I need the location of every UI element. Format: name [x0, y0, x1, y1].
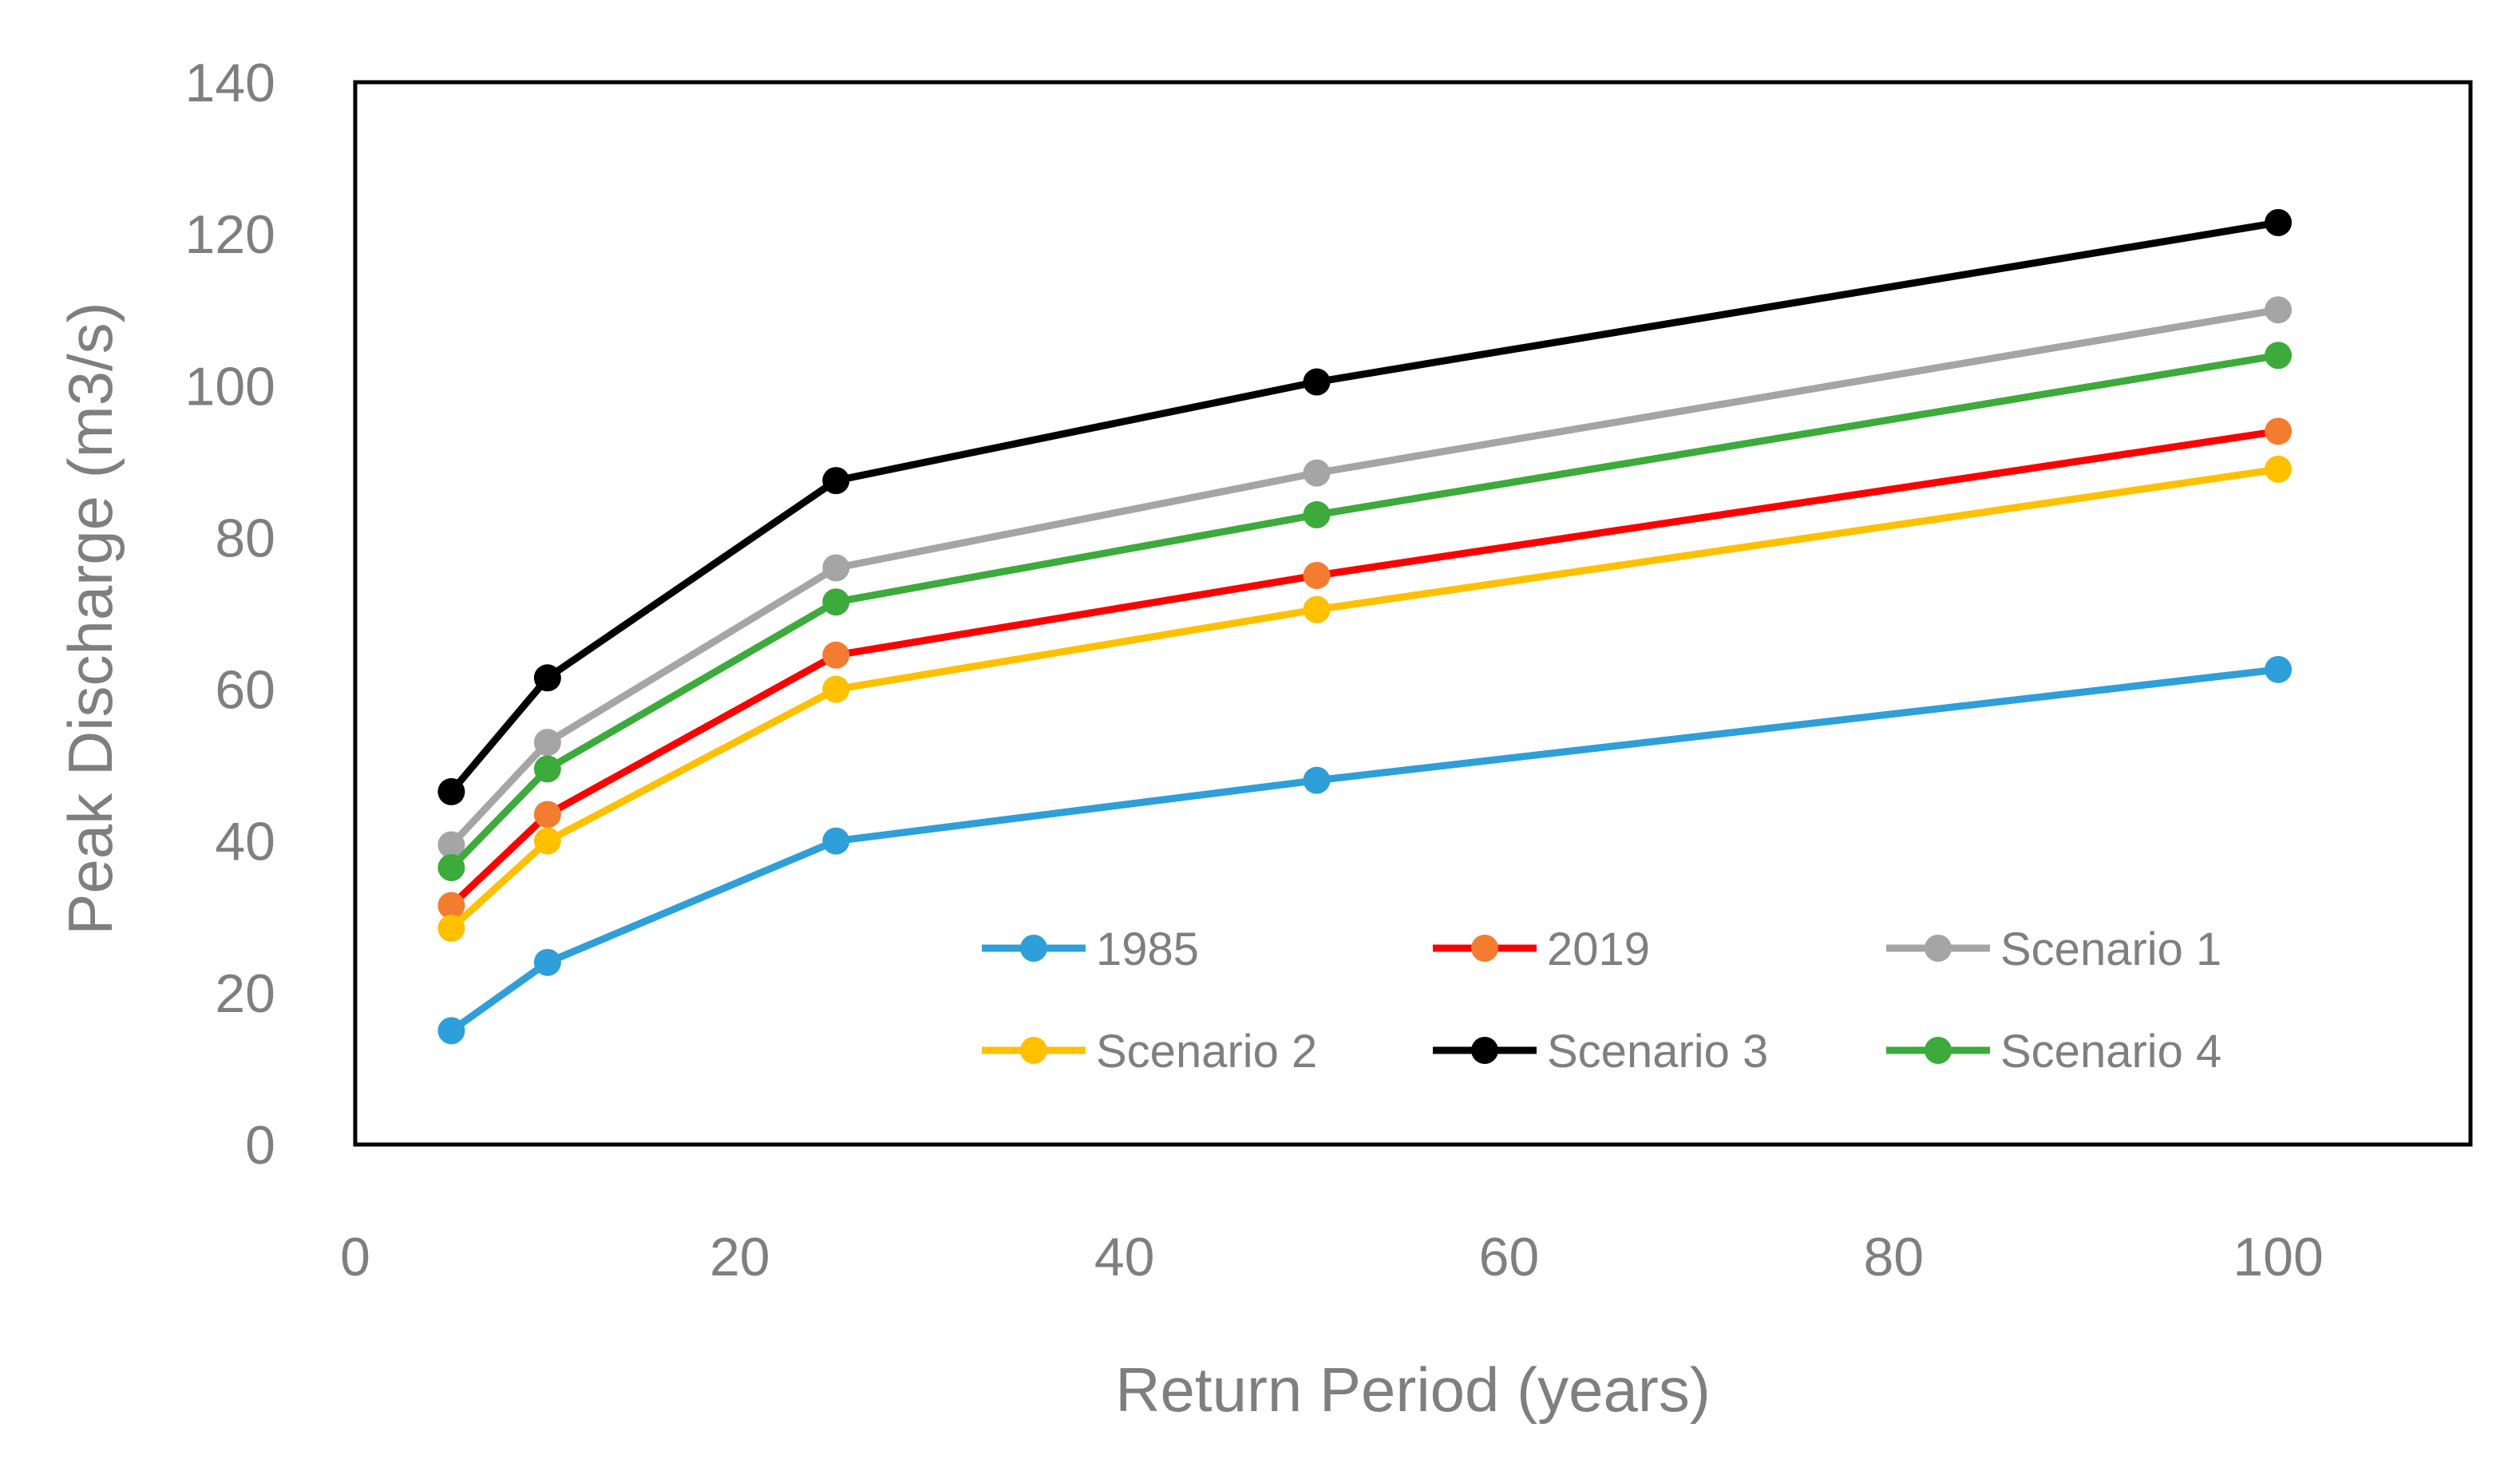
x-tick-label: 80 [1863, 1227, 1924, 1287]
data-point-1985 [533, 948, 561, 976]
legend-label: 2019 [1547, 923, 1650, 975]
data-point-scenario-1 [533, 729, 561, 757]
y-axis-title: Peak Discharge (m3/s) [55, 302, 125, 935]
y-tick-label: 0 [245, 1115, 275, 1176]
series-layer [437, 208, 2293, 1045]
data-point-2019 [822, 641, 850, 669]
series-scenario-1 [437, 296, 2293, 859]
legend-label: Scenario 3 [1547, 1026, 1768, 1077]
legend-swatch-marker [1020, 935, 1047, 962]
legend-label: 1985 [1096, 923, 1199, 975]
legend-label: Scenario 2 [1096, 1026, 1317, 1077]
data-point-scenario-1 [1303, 459, 1331, 487]
data-point-2019 [437, 892, 465, 919]
legend-swatch-marker [1925, 1037, 1952, 1064]
x-axis: 0 20 40 60 80 100 [340, 1227, 2324, 1287]
y-tick-label: 140 [185, 53, 275, 113]
series-scenario-2 [437, 455, 2293, 943]
data-point-scenario-2 [437, 915, 465, 943]
legend-label: Scenario 1 [2000, 923, 2221, 975]
y-tick-label: 80 [215, 508, 275, 568]
data-point-scenario-4 [822, 588, 850, 616]
x-tick-label: 100 [2233, 1227, 2323, 1287]
data-point-scenario-3 [1303, 368, 1331, 396]
legend: 1985 2019 Scenario 1 Scenario 2 Scenario 3 Sc… [982, 923, 2221, 1077]
legend-item-2019: 2019 [1433, 923, 1650, 975]
legend-item-scenario-4: Scenario 4 [1886, 1026, 2221, 1077]
data-point-scenario-2 [533, 827, 561, 855]
series-scenario-4 [437, 342, 2293, 881]
legend-swatch-marker [1471, 935, 1498, 962]
data-point-scenario-1 [437, 831, 465, 859]
data-point-scenario-4 [437, 853, 465, 881]
data-point-scenario-4 [533, 755, 561, 783]
plot-area [353, 80, 2473, 1147]
data-point-1985 [437, 1017, 465, 1045]
data-point-scenario-4 [2265, 342, 2293, 370]
x-tick-label: 20 [710, 1227, 770, 1287]
series-scenario-3 [437, 208, 2293, 805]
x-tick-label: 40 [1094, 1227, 1155, 1287]
data-point-scenario-2 [822, 675, 850, 703]
data-point-scenario-1 [2265, 296, 2293, 324]
data-point-scenario-3 [2265, 208, 2293, 236]
data-point-1985 [1303, 766, 1331, 794]
data-point-scenario-3 [437, 777, 465, 805]
y-tick-label: 20 [215, 963, 275, 1024]
y-tick-label: 120 [185, 204, 275, 265]
data-point-scenario-4 [1303, 500, 1331, 528]
data-point-2019 [533, 801, 561, 828]
legend-swatch-marker [1925, 935, 1952, 962]
data-point-scenario-3 [822, 467, 850, 495]
data-point-2019 [2265, 417, 2293, 445]
y-tick-label: 40 [215, 812, 275, 872]
x-tick-label: 60 [1479, 1227, 1540, 1287]
legend-item-scenario-2: Scenario 2 [982, 1026, 1317, 1077]
legend-swatch-marker [1471, 1037, 1498, 1064]
data-point-scenario-3 [533, 664, 561, 692]
series-2019 [437, 417, 2293, 919]
legend-swatch-marker [1020, 1037, 1047, 1064]
x-tick-label: 0 [340, 1227, 370, 1287]
y-tick-label: 60 [215, 660, 275, 721]
y-tick-label: 100 [185, 356, 275, 417]
y-axis: 0 20 40 60 80 100 120 140 [185, 53, 275, 1176]
legend-item-scenario-3: Scenario 3 [1433, 1026, 1768, 1077]
data-point-1985 [822, 827, 850, 855]
data-point-scenario-2 [1303, 595, 1331, 623]
legend-item-1985: 1985 [982, 923, 1199, 975]
data-point-2019 [1303, 561, 1331, 589]
series-1985 [437, 655, 2293, 1045]
data-point-scenario-2 [2265, 455, 2293, 483]
x-axis-title: Return Period (years) [1115, 1354, 1711, 1425]
data-point-scenario-1 [822, 554, 850, 582]
legend-item-scenario-1: Scenario 1 [1886, 923, 2221, 975]
data-point-1985 [2265, 655, 2293, 683]
legend-label: Scenario 4 [2000, 1026, 2221, 1077]
